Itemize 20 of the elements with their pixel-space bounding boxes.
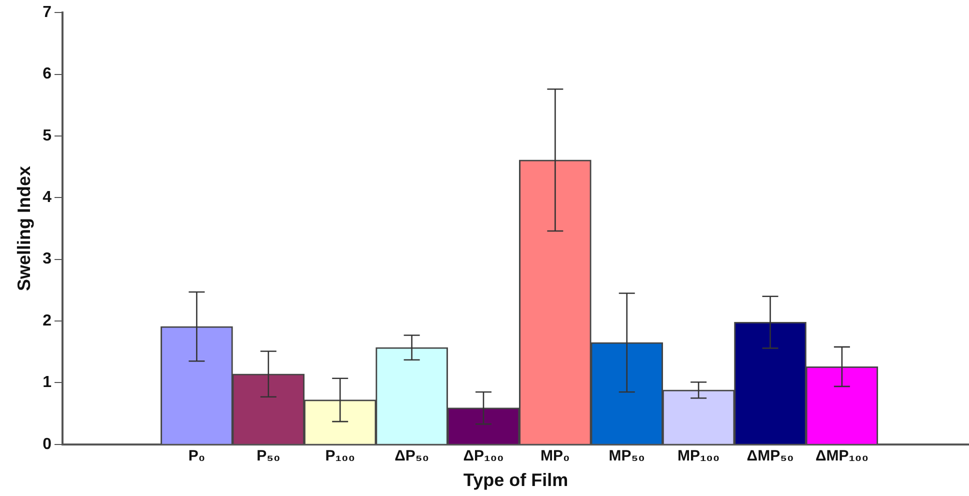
x-tick-label: P₀ bbox=[188, 448, 206, 465]
x-tick-label: MP₁₀₀ bbox=[677, 448, 720, 465]
x-axis-title: Type of Film bbox=[463, 470, 568, 490]
y-tick-label: 7 bbox=[42, 4, 52, 22]
y-tick-label: 2 bbox=[42, 312, 52, 330]
y-tick-label: 1 bbox=[42, 374, 52, 392]
y-axis-title: Swelling Index bbox=[14, 166, 34, 292]
x-tick-label: ΔP₁₀₀ bbox=[463, 448, 504, 465]
y-tick-label: 4 bbox=[42, 189, 52, 206]
x-tick-label: P₁₀₀ bbox=[325, 448, 355, 465]
x-tick-label: P₅₀ bbox=[256, 448, 280, 465]
y-tick-label: 0 bbox=[42, 436, 52, 453]
x-tick-label: ΔMP₅₀ bbox=[746, 448, 794, 465]
x-tick-label: ΔP₅₀ bbox=[394, 448, 430, 465]
x-tick-label: MP₅₀ bbox=[608, 448, 645, 465]
y-tick-label: 5 bbox=[42, 127, 52, 144]
x-tick-label: ΔMP₁₀₀ bbox=[815, 448, 868, 465]
x-tick-label: MP₀ bbox=[540, 448, 570, 465]
y-tick-label: 3 bbox=[42, 250, 52, 268]
y-tick-label: 6 bbox=[42, 66, 52, 83]
